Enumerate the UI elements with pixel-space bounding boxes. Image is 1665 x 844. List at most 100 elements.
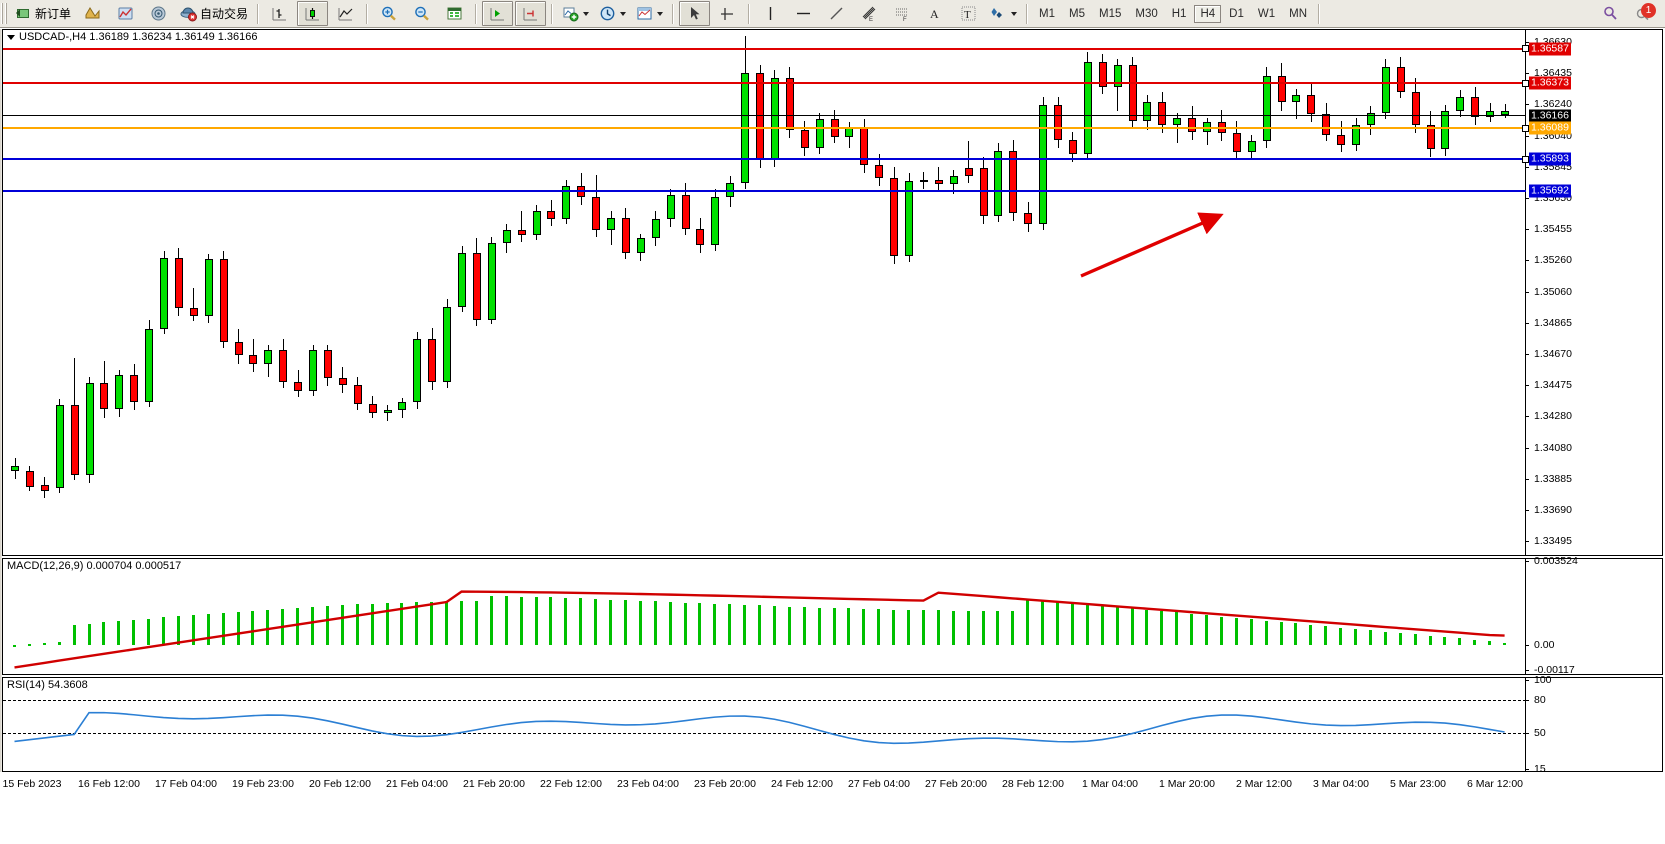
toolbar-separator-1 — [257, 3, 260, 24]
level-handle[interactable] — [1522, 79, 1529, 87]
zoom-out-button[interactable] — [406, 1, 437, 26]
macd-histogram-bar — [907, 609, 911, 646]
candle-body — [368, 403, 377, 414]
macd-histogram-bar — [117, 621, 121, 646]
text-button[interactable]: A — [920, 1, 951, 26]
rsi-indicator-pane[interactable]: RSI(14) 54.3608 100 80 50 15 — [2, 674, 1663, 775]
zoom-in-button[interactable] — [373, 1, 404, 26]
candle-body — [100, 383, 109, 409]
chart-menu-triangle-icon[interactable] — [7, 34, 15, 40]
data-window-grid-button[interactable] — [439, 1, 470, 26]
macd-histogram-bar — [162, 617, 165, 646]
macd-histogram-bar — [1279, 622, 1283, 646]
timeframe-h1[interactable]: H1 — [1171, 7, 1187, 20]
timeframe-m5[interactable]: M5 — [1069, 7, 1085, 20]
pivot-tag: 1.36089 — [1529, 121, 1571, 135]
candle-body — [696, 228, 705, 245]
new-order-button[interactable]: 新订单 — [11, 1, 75, 26]
shapes-button[interactable] — [986, 1, 1021, 26]
timeframe-d1[interactable]: D1 — [1229, 7, 1244, 20]
timeframe-w1[interactable]: W1 — [1257, 7, 1276, 20]
crosshair-icon — [719, 5, 736, 22]
vertical-line-icon — [762, 5, 779, 22]
price-tick-label: 1.33885 — [1534, 472, 1572, 485]
time-tick-label: 6 Mar 12:00 — [1466, 778, 1524, 790]
candlestick — [160, 30, 168, 555]
candlestick — [1188, 30, 1197, 555]
timeframe-m15[interactable]: M15 — [1099, 7, 1122, 20]
candlestick — [383, 30, 392, 555]
candlestick-chart-button[interactable] — [297, 1, 329, 26]
price-plot-area[interactable] — [3, 30, 1662, 555]
timeframe-h4[interactable]: H4 — [1194, 4, 1222, 23]
chevron-down-icon[interactable] — [657, 11, 664, 16]
rsi-tick-mark — [1526, 732, 1529, 734]
vertical-line-button[interactable] — [755, 1, 786, 26]
autotrade-button[interactable]: 自动交易 — [176, 1, 252, 26]
candle-body — [1083, 61, 1092, 155]
candlestick — [398, 30, 407, 555]
level-handle[interactable] — [1522, 45, 1529, 53]
timeframe-m30[interactable]: M30 — [1135, 7, 1158, 20]
candlestick — [1128, 30, 1137, 555]
toolbar-grip[interactable] — [1, 3, 8, 24]
timeframe-mn[interactable]: MN — [1289, 7, 1307, 20]
candle-body — [279, 349, 288, 382]
macd-histogram-bar — [1100, 605, 1104, 646]
candlestick — [145, 30, 154, 555]
data-window-button[interactable] — [77, 1, 108, 26]
macd-histogram-bar — [1294, 623, 1298, 646]
horizontal-line-button[interactable] — [788, 1, 819, 26]
crosshair-button[interactable] — [712, 1, 743, 26]
chevron-down-icon[interactable] — [620, 11, 627, 16]
candle-body — [547, 211, 556, 220]
candlestick — [1054, 30, 1063, 555]
candlestick — [934, 30, 943, 555]
resistance-line-1[interactable] — [3, 45, 1529, 53]
candlestick — [756, 30, 765, 555]
chevron-down-icon[interactable] — [1011, 11, 1018, 16]
candlestick — [413, 30, 422, 555]
timeframe-m1[interactable]: M1 — [1039, 7, 1056, 20]
bullish-arrow-annotation[interactable] — [1063, 210, 1243, 290]
time-tick-label: 22 Feb 12:00 — [540, 778, 602, 790]
candlestick — [130, 30, 139, 555]
chart-shift-button[interactable] — [482, 1, 514, 26]
line-chart-button[interactable] — [330, 1, 361, 26]
macd-indicator-pane[interactable]: MACD(12,26,9) 0.000704 0.000517 0.003524… — [2, 555, 1663, 676]
auto-scroll-button[interactable] — [515, 1, 547, 26]
support-line-1[interactable] — [3, 155, 1529, 163]
chevron-down-icon[interactable] — [583, 11, 590, 16]
candle-body — [1188, 117, 1197, 132]
alerts-button[interactable]: 1 — [1628, 1, 1659, 26]
macd-histogram-bar — [579, 598, 583, 646]
level-handle[interactable] — [1522, 155, 1529, 163]
bar-chart-button[interactable] — [264, 1, 295, 26]
fibonacci-button[interactable]: F — [887, 1, 918, 26]
candlestick — [1143, 30, 1152, 555]
period-button[interactable] — [595, 1, 630, 26]
pivot-line[interactable] — [3, 124, 1529, 132]
price-axis[interactable]: 1.366301.364351.362401.360401.358451.356… — [1526, 30, 1662, 555]
cursor-button[interactable] — [679, 1, 711, 26]
equidistant-channel-button[interactable]: E — [854, 1, 885, 26]
market-watch-button[interactable] — [110, 1, 141, 26]
time-axis[interactable]: 15 Feb 2023 16 Feb 12:00 17 Feb 04:00 19 Fe… — [2, 772, 1663, 794]
last-price-line[interactable] — [3, 114, 1526, 116]
search-button[interactable] — [1595, 1, 1626, 26]
period-icon — [599, 5, 616, 22]
indicators-button[interactable] — [558, 1, 593, 26]
candle-body — [338, 378, 347, 385]
price-chart-pane[interactable]: USDCAD-,H4 1.36189 1.36234 1.36149 1.361… — [2, 29, 1663, 556]
support-line-2[interactable] — [3, 190, 1526, 193]
signals-button[interactable] — [143, 1, 174, 26]
zoom-in-icon — [380, 5, 397, 22]
templates-button[interactable] — [632, 1, 667, 26]
trendline-button[interactable] — [821, 1, 852, 26]
data-window-icon — [84, 5, 101, 22]
resistance-line-2[interactable] — [3, 79, 1529, 87]
chart-scrollbar[interactable] — [0, 29, 2, 772]
macd-histogram-bar — [266, 609, 270, 646]
level-handle[interactable] — [1522, 124, 1529, 132]
text-label-button[interactable]: T — [953, 1, 984, 26]
